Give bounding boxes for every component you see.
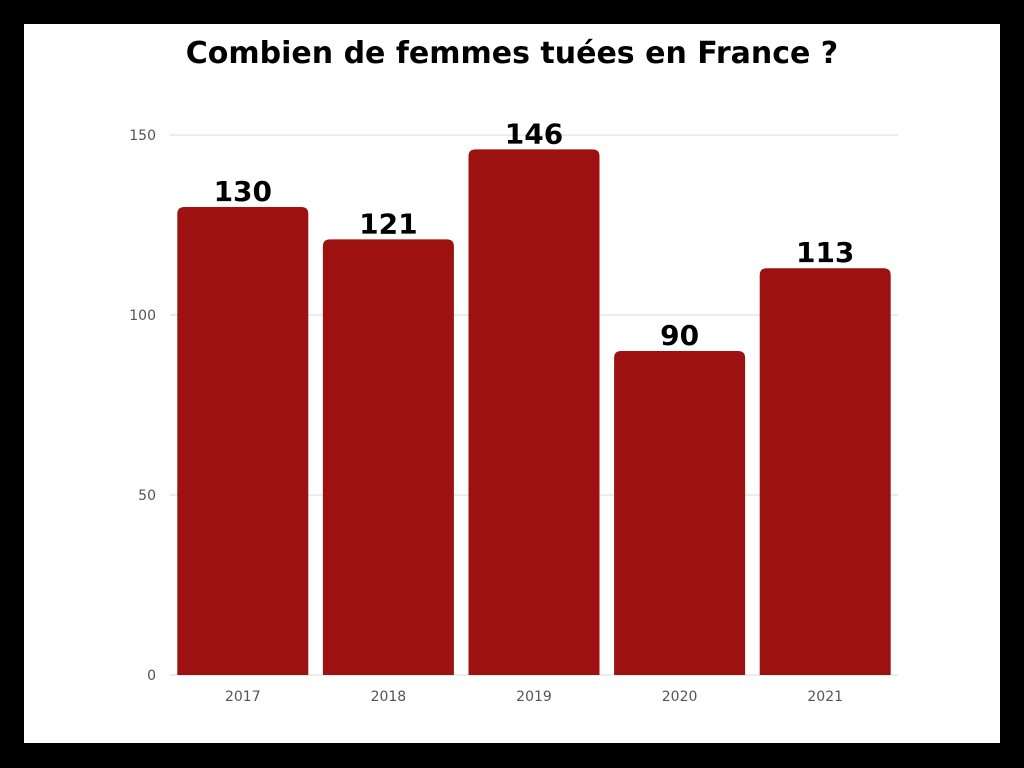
bar-2018	[322, 239, 454, 675]
y-tick-label: 150	[129, 128, 156, 144]
data-label-2021: 113	[796, 236, 854, 269]
bar-2017	[177, 207, 309, 675]
x-tick-label: 2018	[371, 689, 407, 705]
data-label-2020: 90	[660, 319, 699, 352]
bar-2020	[614, 351, 746, 675]
y-tick-label: 100	[129, 308, 156, 324]
chart-title: Combien de femmes tuées en France ?	[185, 36, 839, 71]
x-tick-label: 2021	[807, 689, 843, 705]
data-label-2019: 146	[505, 117, 563, 150]
x-tick-label: 2017	[225, 689, 261, 705]
y-tick-label: 50	[138, 488, 156, 504]
y-tick-label: 0	[147, 668, 156, 684]
labels-layer: 0 50 100 150 130 2017 121 2018 146 2019 90 2020 113 2…	[129, 117, 854, 705]
bars-layer	[177, 149, 891, 675]
data-label-2018: 121	[359, 207, 417, 240]
data-label-2017: 130	[214, 175, 272, 208]
bar-2019	[468, 149, 600, 675]
bar-2021	[759, 268, 891, 675]
x-tick-label: 2020	[662, 689, 698, 705]
x-tick-label: 2019	[516, 689, 552, 705]
